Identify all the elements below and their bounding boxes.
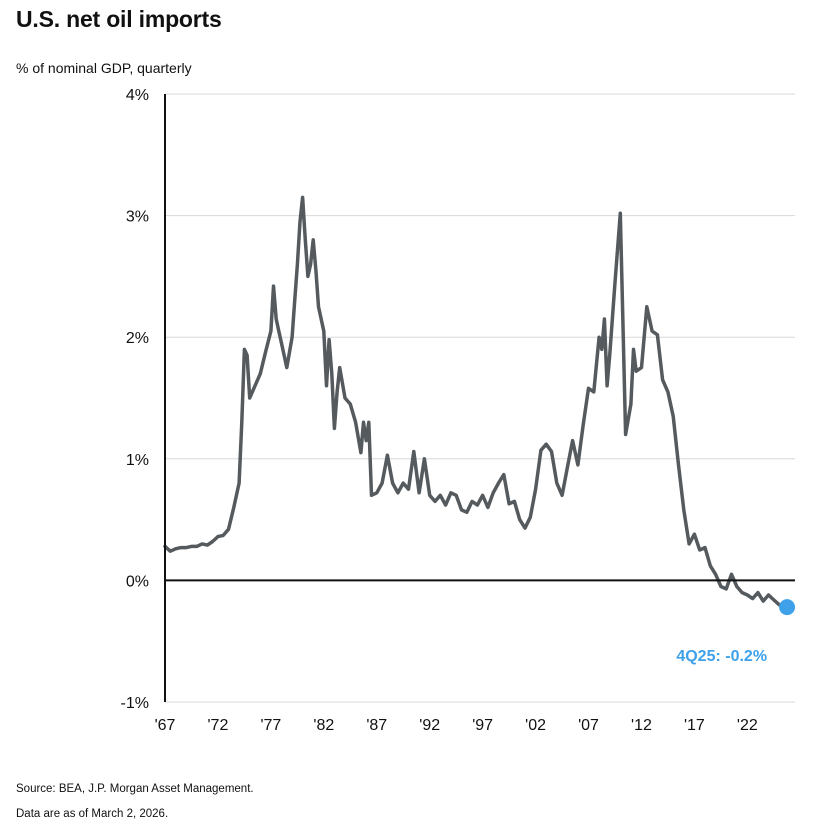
- source-note: Source: BEA, J.P. Morgan Asset Managemen…: [16, 783, 254, 795]
- x-tick-label: '22: [737, 717, 758, 734]
- x-tick-label: '92: [419, 717, 440, 734]
- x-tick-label: '77: [260, 717, 281, 734]
- x-tick-label: '97: [472, 717, 493, 734]
- latest-value-label: 4Q25: -0.2%: [676, 648, 767, 665]
- x-tick-label: '17: [684, 717, 705, 734]
- grid-lines: [165, 93, 795, 703]
- x-axis-labels: '67 '72 '77 '82 '87 '92 '97 '02 '07 '12 '17 '22: [155, 717, 758, 734]
- latest-data-point: [779, 599, 796, 616]
- y-tick-label: 3%: [126, 209, 149, 226]
- oil-imports-chart: 4% 3% 2% 1% 0% -1% '67 '72 '77 '82 '87 '92 '97 '02 '0…: [121, 87, 796, 734]
- x-tick-label: '07: [578, 717, 599, 734]
- y-tick-label: 4%: [126, 87, 149, 104]
- x-tick-label: '67: [155, 717, 176, 734]
- x-tick-label: '82: [313, 717, 334, 734]
- y-tick-label: 1%: [126, 452, 149, 469]
- x-tick-label: '12: [631, 717, 652, 734]
- y-tick-label: -1%: [121, 695, 149, 712]
- x-tick-label: '72: [208, 717, 229, 734]
- x-tick-label: '87: [366, 717, 387, 734]
- y-axis-labels: 4% 3% 2% 1% 0% -1%: [121, 87, 149, 712]
- chart-subtitle: % of nominal GDP, quarterly: [16, 60, 192, 76]
- y-tick-label: 0%: [126, 573, 149, 590]
- series-line-net-oil-imports: [163, 195, 789, 609]
- x-tick-label: '02: [525, 717, 546, 734]
- chart-title: U.S. net oil imports: [16, 6, 222, 32]
- y-tick-label: 2%: [126, 330, 149, 347]
- data-date-note: Data are as of March 2, 2026.: [16, 808, 169, 820]
